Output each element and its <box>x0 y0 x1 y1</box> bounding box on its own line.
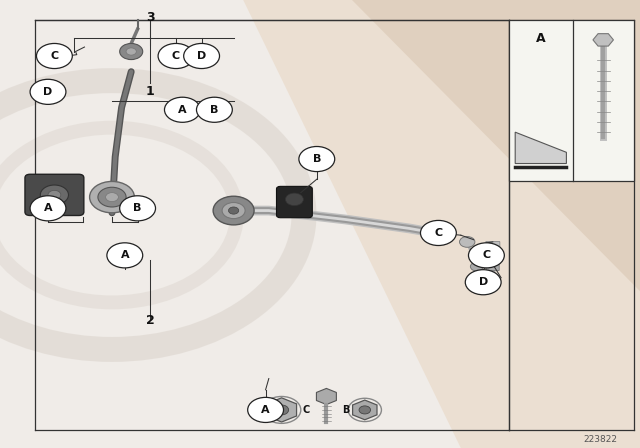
Circle shape <box>120 43 143 60</box>
Circle shape <box>222 202 245 219</box>
Text: B: B <box>342 405 349 415</box>
FancyBboxPatch shape <box>486 241 500 249</box>
Circle shape <box>98 187 126 207</box>
Text: D: D <box>44 87 52 97</box>
Polygon shape <box>267 398 296 422</box>
Text: B: B <box>210 105 219 115</box>
Circle shape <box>275 405 289 415</box>
Circle shape <box>30 196 66 221</box>
Bar <box>509 20 634 181</box>
Text: 223822: 223822 <box>584 435 618 444</box>
Circle shape <box>470 262 483 271</box>
Text: A: A <box>120 250 129 260</box>
Text: C: C <box>435 228 442 238</box>
Circle shape <box>460 237 475 247</box>
Text: D: D <box>257 405 265 415</box>
Circle shape <box>468 243 504 268</box>
Circle shape <box>30 79 66 104</box>
Polygon shape <box>593 34 614 46</box>
Text: 2: 2 <box>146 314 155 327</box>
Circle shape <box>465 270 501 295</box>
Text: D: D <box>479 277 488 287</box>
Circle shape <box>126 48 136 55</box>
Text: A: A <box>178 105 187 115</box>
Polygon shape <box>353 400 377 420</box>
Circle shape <box>36 43 72 69</box>
Circle shape <box>184 43 220 69</box>
Text: A: A <box>261 405 270 415</box>
Circle shape <box>299 146 335 172</box>
Text: C: C <box>172 51 180 61</box>
Circle shape <box>213 196 254 225</box>
Circle shape <box>164 97 200 122</box>
Text: A: A <box>44 203 52 213</box>
Text: C: C <box>302 405 310 415</box>
FancyBboxPatch shape <box>276 186 312 218</box>
Circle shape <box>106 193 118 202</box>
Text: 3: 3 <box>146 11 155 25</box>
Text: D: D <box>197 51 206 61</box>
Text: B: B <box>312 154 321 164</box>
Text: 1: 1 <box>146 85 155 99</box>
Text: B: B <box>133 203 142 213</box>
Text: A: A <box>536 31 546 45</box>
Circle shape <box>285 193 303 206</box>
Circle shape <box>40 185 68 205</box>
Polygon shape <box>515 132 566 164</box>
Polygon shape <box>352 0 640 291</box>
Text: C: C <box>483 250 490 260</box>
FancyBboxPatch shape <box>25 174 84 215</box>
Circle shape <box>90 181 134 213</box>
Circle shape <box>120 196 156 221</box>
Text: C: C <box>51 51 58 61</box>
Circle shape <box>359 406 371 414</box>
Circle shape <box>248 397 284 422</box>
Circle shape <box>420 220 456 246</box>
Circle shape <box>228 207 239 214</box>
Polygon shape <box>243 0 640 448</box>
Circle shape <box>196 97 232 122</box>
Circle shape <box>107 243 143 268</box>
Polygon shape <box>316 388 337 405</box>
Circle shape <box>158 43 194 69</box>
FancyBboxPatch shape <box>486 263 499 271</box>
Circle shape <box>48 190 61 199</box>
